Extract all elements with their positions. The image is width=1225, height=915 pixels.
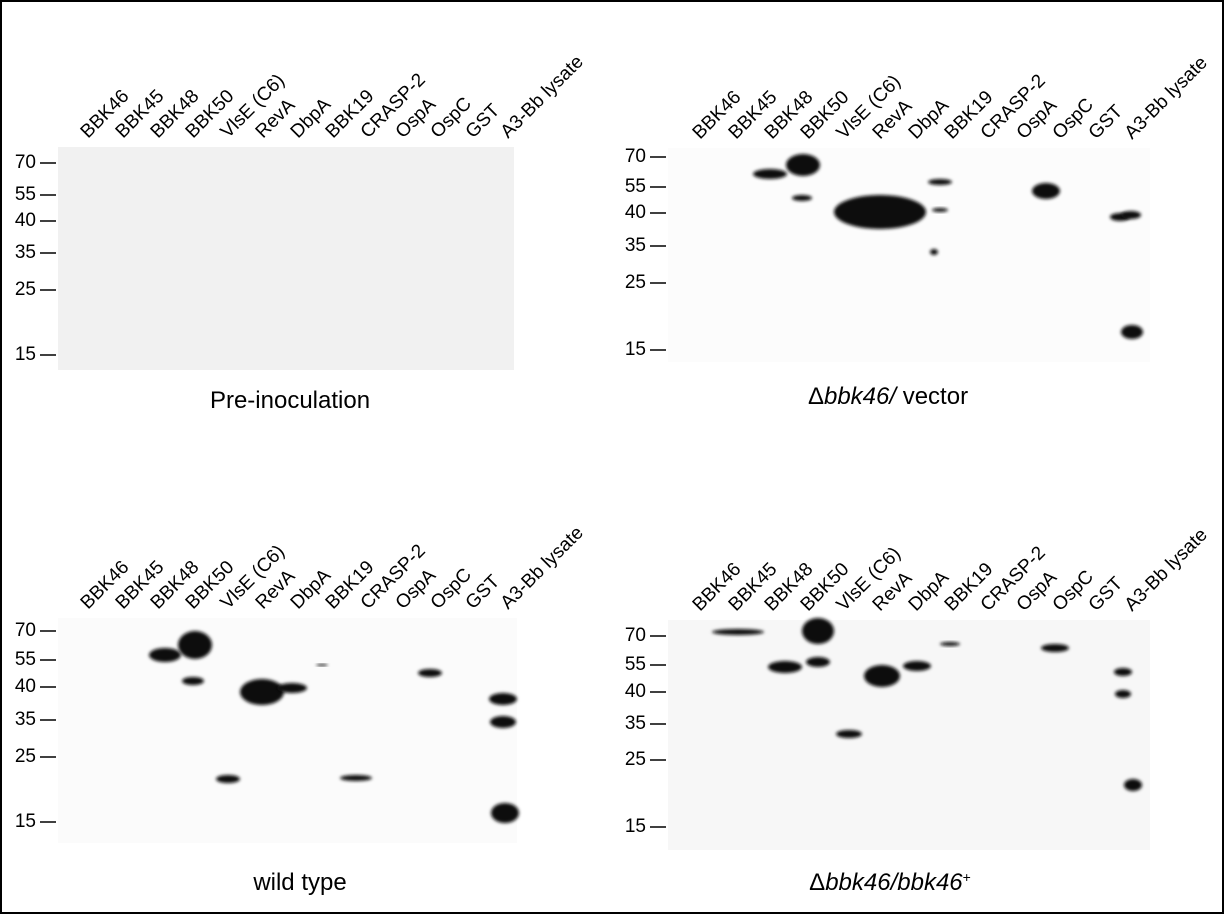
band	[1114, 668, 1132, 676]
blot-membrane	[668, 620, 1150, 850]
band	[768, 661, 802, 673]
mw-label: 70	[625, 625, 646, 646]
mw-label: 15	[15, 344, 36, 365]
caption-part: +	[963, 869, 971, 885]
band	[806, 657, 830, 667]
band	[491, 803, 519, 823]
mw-label: 40	[625, 202, 646, 223]
band	[712, 629, 764, 635]
band	[940, 642, 960, 646]
panel-caption: Δbbk46/bbk46+	[809, 869, 971, 896]
caption-part: Pre-inoculation	[210, 387, 370, 414]
band	[786, 154, 820, 176]
mw-label: 40	[625, 681, 646, 702]
band	[1041, 644, 1069, 652]
mw-label: 35	[625, 235, 646, 256]
blot-membrane	[58, 618, 517, 843]
band	[932, 208, 948, 212]
mw-label: 35	[625, 713, 646, 734]
band	[418, 669, 442, 677]
mw-label: 25	[625, 272, 646, 293]
blot-membrane	[668, 148, 1150, 362]
mw-label: 55	[625, 176, 646, 197]
band	[182, 677, 204, 685]
mw-label: 40	[15, 210, 36, 231]
band	[340, 775, 372, 781]
mw-label: 25	[625, 749, 646, 770]
band	[802, 618, 834, 644]
band	[792, 195, 812, 201]
mw-label: 55	[625, 654, 646, 675]
band	[1115, 690, 1131, 698]
panel-caption: Δbbk46/ vector	[808, 383, 968, 410]
mw-label: 35	[15, 709, 36, 730]
mw-label: 15	[625, 339, 646, 360]
band	[1124, 779, 1142, 791]
band	[240, 679, 284, 705]
mw-label: 40	[15, 676, 36, 697]
mw-label: 35	[15, 242, 36, 263]
band	[834, 195, 926, 229]
band	[216, 775, 240, 783]
mw-label: 70	[15, 152, 36, 173]
band	[930, 249, 938, 255]
mw-label: 15	[625, 816, 646, 837]
band	[178, 631, 212, 659]
band	[1032, 183, 1060, 199]
band	[864, 665, 900, 687]
panel-caption: wild type	[252, 869, 346, 896]
caption-part: bbk46/	[824, 383, 898, 410]
band	[277, 683, 307, 693]
band	[753, 169, 787, 179]
mw-label: 25	[15, 279, 36, 300]
mw-label: 25	[15, 746, 36, 767]
band	[1121, 325, 1143, 339]
blot-membrane	[58, 147, 514, 370]
caption-part: vector	[896, 383, 968, 410]
band	[316, 664, 328, 666]
band	[836, 730, 862, 738]
band	[490, 716, 516, 728]
band	[149, 648, 181, 662]
band	[903, 661, 931, 671]
panel-caption: Pre-inoculation	[210, 387, 370, 414]
caption-part: Δ	[808, 383, 824, 410]
caption-part: wild type	[252, 869, 346, 896]
band	[1121, 211, 1141, 219]
caption-part: Δ	[809, 869, 825, 896]
mw-label: 15	[15, 811, 36, 832]
mw-label: 55	[15, 649, 36, 670]
caption-part: bbk46/bbk46	[825, 869, 963, 896]
mw-label: 70	[15, 620, 36, 641]
band	[928, 179, 952, 185]
mw-label: 70	[625, 146, 646, 167]
mw-label: 55	[15, 184, 36, 205]
band	[489, 693, 517, 705]
